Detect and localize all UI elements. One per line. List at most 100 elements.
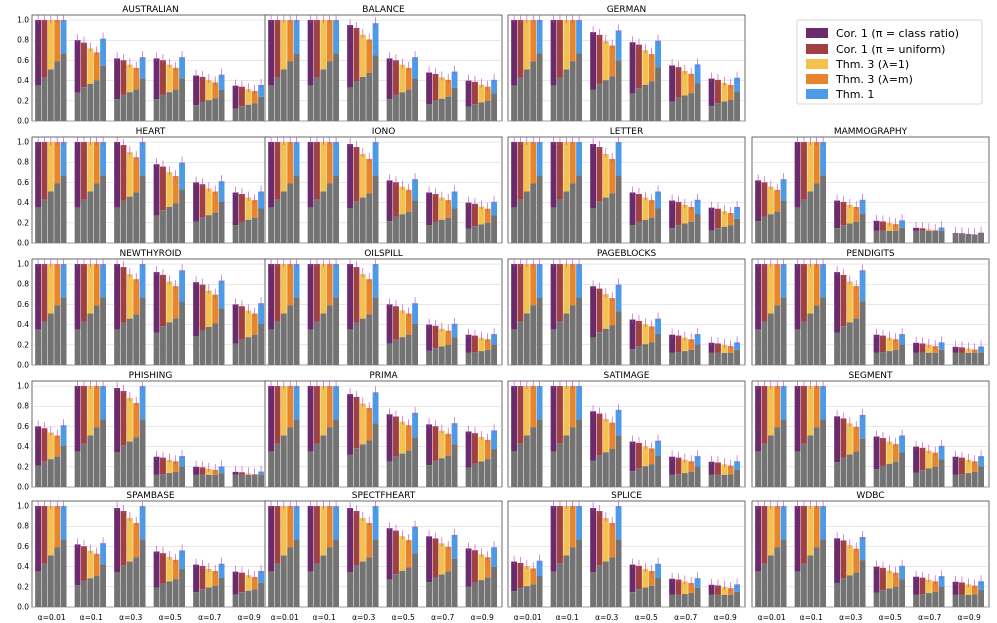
bar-base: [952, 232, 959, 243]
panel-title: PENDIGITS: [846, 249, 895, 259]
bar-segment: [675, 201, 682, 226]
x-tick-label: α=0.1: [313, 613, 336, 622]
bar-segment: [932, 346, 939, 353]
bar-segment: [280, 506, 287, 556]
bar-base: [780, 419, 787, 487]
bar-segment: [530, 142, 537, 184]
bar-segment: [536, 20, 543, 54]
bar-segment: [569, 142, 576, 184]
bar-segment: [245, 310, 252, 338]
bar-segment: [834, 272, 841, 333]
bar-segment: [293, 20, 300, 54]
bar-base: [87, 578, 94, 607]
bar-segment: [465, 431, 472, 468]
bar-segment: [755, 386, 762, 452]
x-tick-label: α=0.1: [800, 613, 823, 622]
legend-label-1: Cor. 1 (π = uniform): [836, 43, 945, 56]
bar-base: [675, 97, 682, 121]
bar-base: [307, 85, 314, 121]
bar-base: [212, 98, 219, 121]
bar-base: [87, 435, 94, 487]
y-tick-label: 0.0: [17, 117, 29, 126]
bar-segment: [873, 436, 880, 470]
bar-base: [511, 85, 518, 121]
bar-segment: [353, 396, 360, 449]
bar-base: [126, 441, 133, 487]
bar-base: [35, 207, 42, 243]
bar-segment: [126, 274, 133, 319]
bar-segment: [655, 40, 662, 68]
bar-base: [245, 337, 252, 365]
bar-segment: [536, 264, 543, 298]
y-tick-label: 0.6: [17, 178, 29, 187]
legend-swatch-2: [806, 59, 828, 69]
bar-segment: [550, 386, 557, 452]
bar-segment: [913, 342, 920, 353]
bar-base: [153, 99, 160, 121]
panel-german: GERMAN: [507, 5, 746, 122]
bar-segment: [873, 566, 880, 593]
bar-base: [239, 339, 245, 365]
bar-segment: [166, 172, 173, 207]
bar-segment: [794, 142, 801, 208]
bar-base: [557, 77, 563, 121]
bar-segment: [172, 176, 179, 204]
bar-segment: [359, 274, 366, 319]
bar-segment: [139, 386, 146, 420]
bar-segment: [120, 511, 127, 566]
bar-segment: [873, 220, 880, 231]
bar-base: [615, 435, 622, 487]
bar-segment: [576, 506, 583, 540]
bar-segment: [212, 82, 219, 99]
y-tick-label: 0.2: [17, 96, 29, 105]
bar-base: [93, 305, 100, 365]
bar-base: [445, 217, 452, 243]
bar-base: [919, 352, 926, 365]
bar-base: [347, 208, 354, 243]
bar-base: [326, 427, 333, 487]
bar-segment: [412, 303, 419, 324]
bar-base: [166, 322, 173, 365]
bar-base: [114, 572, 121, 607]
bar-base: [590, 337, 597, 365]
bar-base: [465, 467, 472, 487]
bar-base: [274, 77, 281, 121]
bar-base: [694, 466, 701, 487]
bar-base: [93, 427, 100, 487]
bar-base: [563, 313, 570, 365]
bar-segment: [100, 38, 107, 66]
panel-frame: [264, 14, 503, 122]
x-tick-label: α=0.1: [80, 613, 103, 622]
bar-base: [212, 585, 219, 607]
bar-segment: [801, 506, 807, 564]
bar-segment: [859, 414, 866, 439]
bar-segment: [438, 430, 445, 459]
bar-base: [353, 201, 360, 243]
bar-base: [199, 474, 206, 487]
bar-segment: [925, 450, 932, 469]
bar-base: [978, 466, 985, 487]
bar-segment: [160, 274, 166, 327]
bar-base: [333, 175, 340, 243]
bar-segment: [727, 84, 734, 100]
bar-base: [694, 214, 701, 243]
bar-segment: [681, 337, 688, 352]
bar-segment: [426, 192, 433, 226]
bar-segment: [451, 71, 458, 88]
bar-base: [576, 53, 583, 121]
bar-segment: [801, 264, 807, 322]
bar-base: [478, 580, 485, 607]
bar-base: [399, 337, 406, 365]
bar-segment: [445, 433, 452, 456]
bar-segment: [205, 80, 212, 101]
x-tick-label: α=0.01: [271, 613, 299, 622]
bar-segment: [120, 267, 127, 323]
bar-base: [536, 53, 543, 121]
bar-segment: [199, 565, 206, 590]
bar-segment: [218, 74, 225, 90]
bar-base: [218, 201, 225, 243]
x-tick-label: α=0.7: [918, 613, 941, 622]
bar-base: [359, 318, 366, 365]
bar-base: [412, 437, 419, 487]
bar-segment: [913, 576, 920, 595]
